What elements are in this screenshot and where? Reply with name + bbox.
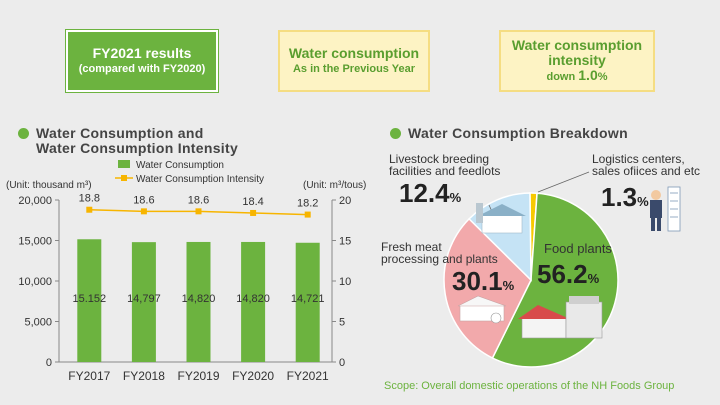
pie-label-livestock: Livestock breeding facilities and feedlo… [389, 153, 500, 177]
x-tick-label: FY2021 [287, 369, 329, 383]
livestock-barn-roof [478, 204, 526, 216]
pie-label-fresh-meat-line1: Fresh meat [381, 240, 442, 254]
right-title-bullet [390, 128, 401, 139]
water-intensity-title: Water consumption intensity [511, 36, 643, 68]
left-section-title: Water Consumption and Water Consumption … [36, 126, 238, 156]
left-tick-label: 5,000 [24, 317, 52, 329]
livestock-barn-illustration [481, 214, 523, 234]
x-tick-label: FY2019 [177, 369, 219, 383]
right-tick-label: 15 [339, 236, 351, 248]
leader-line-logistics [537, 171, 590, 193]
scope-footnote: Scope: Overall domestic operations of th… [384, 380, 675, 392]
intensity-data-label: 18.6 [133, 194, 154, 206]
water-intensity-box: Water consumption intensity down 1.0% [499, 30, 655, 92]
water-intensity-sub-prefix: down [546, 70, 579, 83]
pie-label-fresh-meat: Fresh meat processing and plants [381, 241, 498, 265]
pie-value-fresh-meat: 30.1% [452, 268, 514, 299]
x-tick-label: FY2017 [68, 369, 110, 383]
food-plant-tower-top [569, 296, 599, 304]
pie-value-food-plants-number: 56.2 [537, 259, 588, 289]
bar-data-label: 15.152 [72, 293, 106, 305]
worker-figure-icon [490, 312, 502, 324]
bar-data-label: 14,721 [291, 293, 325, 305]
bar-water-consumption-FY2021 [295, 242, 320, 362]
intensity-point [195, 208, 202, 215]
bar-water-consumption-FY2020 [241, 241, 266, 362]
intensity-point [86, 206, 93, 213]
pie-label-livestock-line1: Livestock breeding [389, 152, 490, 166]
left-tick-label: 15,000 [18, 236, 52, 248]
legend-label-intensity: Water Consumption Intensity [136, 174, 264, 185]
office-worker-body-icon [650, 200, 662, 218]
office-worker-head-icon [651, 190, 661, 200]
left-title-line2: Water Consumption Intensity [36, 140, 239, 156]
food-plant-illustration [521, 317, 567, 339]
intensity-point [140, 208, 147, 215]
x-tick-label: FY2020 [232, 369, 274, 383]
pie-label-food-plants: Food plants [544, 241, 612, 256]
intensity-point [250, 209, 257, 216]
office-worker-leg [651, 218, 655, 231]
pie-value-livestock: 12.4% [399, 180, 461, 211]
fy2021-results-title: FY2021 results [92, 45, 192, 61]
bar-data-label: 14,797 [127, 293, 161, 305]
fresh-meat-plant-roof [457, 295, 507, 307]
office-worker-leg [657, 218, 661, 231]
food-plant-tower [565, 301, 603, 339]
bar-data-label: 14,820 [182, 293, 216, 305]
intensity-point [304, 211, 311, 218]
right-tick-label: 20 [339, 195, 351, 207]
pie-slice-fresh [443, 217, 532, 360]
intensity-data-label: 18.8 [79, 193, 100, 205]
left-title-bullet [18, 128, 29, 139]
pie-label-fresh-meat-line2: processing and plants [381, 252, 498, 266]
intensity-data-label: 18.6 [188, 194, 209, 206]
right-tick-label: 5 [339, 317, 345, 329]
water-intensity-value: 1.0 [578, 66, 598, 83]
food-plant-roof [518, 305, 570, 319]
bar-water-consumption-FY2017 [77, 239, 102, 362]
left-tick-label: 0 [46, 357, 52, 369]
water-intensity-suffix: % [597, 70, 608, 83]
right-section-title: Water Consumption Breakdown [408, 125, 628, 141]
right-tick-label: 0 [339, 357, 345, 369]
intensity-data-label: 18.2 [297, 198, 318, 210]
legend-marker-intensity [121, 175, 127, 181]
intensity-data-label: 18.4 [242, 196, 263, 208]
pie-value-livestock-number: 12.4 [399, 178, 450, 208]
pie-value-logistics-number: 1.3 [601, 182, 638, 212]
bar-water-consumption-FY2019 [186, 241, 211, 362]
pie-label-logistics-line1: Logistics centers, [592, 152, 685, 166]
left-axis-unit: (Unit: thousand m³) [6, 180, 92, 191]
left-tick-label: 20,000 [18, 195, 52, 207]
right-tick-label: 10 [339, 276, 351, 288]
legend-label-water-consumption: Water Consumption [136, 160, 224, 171]
water-consumption-box: Water consumption As in the Previous Yea… [278, 30, 430, 92]
livestock-silo [476, 203, 483, 223]
pie-label-logistics: Logistics centers, sales ofiices and etc [592, 153, 700, 177]
fy2021-results-sub: (compared with FY2020) [78, 63, 206, 75]
legend-swatch-water-consumption [118, 160, 130, 168]
fy2021-results-box: FY2021 results (compared with FY2020) [66, 30, 218, 92]
x-tick-label: FY2018 [123, 369, 165, 383]
water-intensity-sub: down 1.0% [501, 66, 653, 85]
pie-value-logistics-pct: % [637, 194, 649, 209]
pie-value-logistics: 1.3% [601, 184, 649, 215]
bar-data-label: 14,820 [236, 293, 270, 305]
pie-value-fresh-meat-number: 30.1 [452, 266, 503, 296]
pie-value-food-plants-pct: % [587, 271, 600, 286]
pie-label-logistics-line2: sales ofiices and etc [592, 164, 701, 178]
left-tick-label: 10,000 [18, 276, 52, 288]
water-consumption-sub: As in the Previous Year [292, 63, 416, 75]
pie-value-food-plants: 56.2% [537, 261, 599, 292]
pie-value-livestock-pct: % [449, 190, 462, 205]
bar-water-consumption-FY2018 [131, 242, 156, 362]
right-axis-unit: (Unit: m³/tous) [303, 180, 366, 191]
pie-value-fresh-meat-pct: % [502, 278, 515, 293]
water-consumption-title: Water consumption [288, 45, 420, 61]
left-title-line1: Water Consumption and [36, 125, 204, 141]
pie-label-livestock-line2: facilities and feedlots [389, 164, 501, 178]
